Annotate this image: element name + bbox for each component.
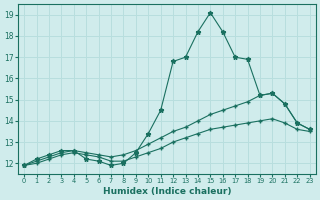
X-axis label: Humidex (Indice chaleur): Humidex (Indice chaleur) [103, 187, 231, 196]
